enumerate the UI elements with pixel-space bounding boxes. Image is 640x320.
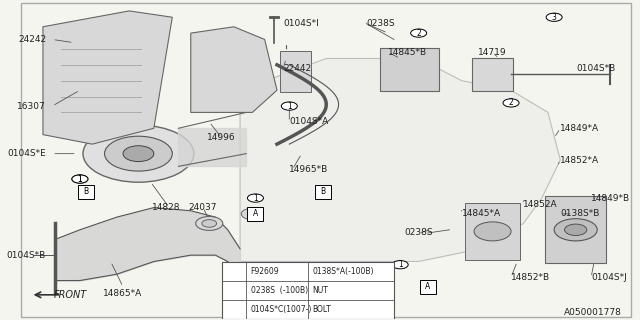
Text: 14852A: 14852A xyxy=(524,200,558,209)
Text: 14849*B: 14849*B xyxy=(591,194,630,203)
Text: A: A xyxy=(253,209,258,219)
Text: 22442: 22442 xyxy=(283,63,311,73)
Circle shape xyxy=(241,208,264,220)
FancyBboxPatch shape xyxy=(221,261,394,319)
FancyBboxPatch shape xyxy=(472,58,513,91)
Circle shape xyxy=(411,29,427,37)
Circle shape xyxy=(227,306,239,312)
Text: BOLT: BOLT xyxy=(313,305,332,314)
Text: 3: 3 xyxy=(552,13,557,22)
Text: 0104S*C(1007-): 0104S*C(1007-) xyxy=(250,305,312,314)
Text: 2: 2 xyxy=(416,28,421,38)
Circle shape xyxy=(202,220,216,227)
Circle shape xyxy=(83,125,194,182)
Text: 14845*B: 14845*B xyxy=(388,48,427,57)
Text: 0238S: 0238S xyxy=(366,19,395,28)
FancyBboxPatch shape xyxy=(78,185,94,199)
Text: 14996: 14996 xyxy=(207,133,236,142)
Circle shape xyxy=(248,194,264,202)
Circle shape xyxy=(392,260,408,269)
Text: 3: 3 xyxy=(230,306,235,312)
Circle shape xyxy=(72,175,88,183)
Text: 14865*A: 14865*A xyxy=(104,289,143,298)
Text: 14852*A: 14852*A xyxy=(560,156,600,164)
Circle shape xyxy=(503,99,519,107)
FancyBboxPatch shape xyxy=(465,203,520,260)
Polygon shape xyxy=(191,27,277,112)
Text: A050001778: A050001778 xyxy=(564,308,622,317)
Circle shape xyxy=(546,13,562,21)
Circle shape xyxy=(282,102,298,110)
Text: 14719: 14719 xyxy=(478,48,507,57)
FancyBboxPatch shape xyxy=(315,185,331,199)
Text: 0238S: 0238S xyxy=(404,228,433,237)
Text: 0104S*J: 0104S*J xyxy=(591,273,627,282)
Text: 1: 1 xyxy=(230,268,235,274)
Circle shape xyxy=(227,268,239,274)
Text: 1: 1 xyxy=(77,174,83,184)
Text: F92609: F92609 xyxy=(250,267,279,276)
Circle shape xyxy=(564,224,587,236)
Text: 1: 1 xyxy=(253,194,258,203)
Text: 0104S*A: 0104S*A xyxy=(289,117,328,126)
Polygon shape xyxy=(43,11,172,144)
Polygon shape xyxy=(240,59,560,261)
Text: 14852*B: 14852*B xyxy=(511,273,550,282)
FancyBboxPatch shape xyxy=(420,280,436,294)
FancyBboxPatch shape xyxy=(545,196,607,263)
Circle shape xyxy=(196,216,223,230)
Text: 1: 1 xyxy=(287,101,292,111)
Text: 1: 1 xyxy=(77,174,83,184)
Text: 0104S*I: 0104S*I xyxy=(283,19,319,28)
Text: B: B xyxy=(83,187,88,196)
Text: 0138S*A(-100B): 0138S*A(-100B) xyxy=(313,267,374,276)
Text: 16307: 16307 xyxy=(17,101,46,111)
Text: 2: 2 xyxy=(509,99,513,108)
Circle shape xyxy=(123,146,154,162)
Text: 14965*B: 14965*B xyxy=(289,165,328,174)
Text: 0138S*B: 0138S*B xyxy=(560,209,600,219)
FancyBboxPatch shape xyxy=(380,48,439,91)
Text: FRONT: FRONT xyxy=(54,290,87,300)
FancyBboxPatch shape xyxy=(280,51,311,92)
FancyBboxPatch shape xyxy=(248,207,264,221)
Text: 0104S*E: 0104S*E xyxy=(7,149,46,158)
Text: 14849*A: 14849*A xyxy=(560,124,600,133)
Text: 24037: 24037 xyxy=(189,203,218,212)
Text: 2: 2 xyxy=(230,287,235,293)
Circle shape xyxy=(554,219,597,241)
Circle shape xyxy=(104,136,172,171)
Text: 1: 1 xyxy=(398,260,403,269)
Text: A: A xyxy=(425,282,431,292)
Text: 0238S  (-100B): 0238S (-100B) xyxy=(250,285,308,295)
Circle shape xyxy=(227,287,239,293)
Text: 14845*A: 14845*A xyxy=(461,209,501,219)
Text: 0104S*B: 0104S*B xyxy=(577,63,616,73)
Text: 24242: 24242 xyxy=(18,35,46,44)
Text: 0104S*B: 0104S*B xyxy=(7,251,46,260)
Text: NUT: NUT xyxy=(313,285,328,295)
Circle shape xyxy=(474,222,511,241)
Text: B: B xyxy=(321,187,326,196)
Circle shape xyxy=(72,175,88,183)
Text: 14828: 14828 xyxy=(152,203,180,212)
